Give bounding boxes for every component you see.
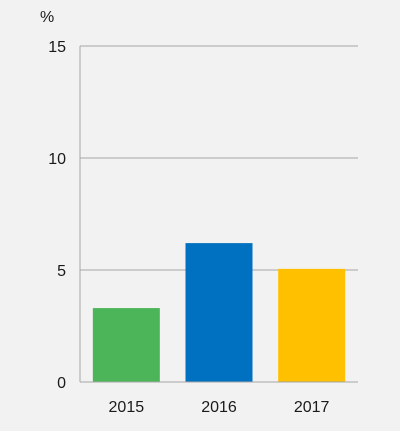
axes (79, 46, 358, 383)
y-axis-tick-labels: 0 5 10 15 (48, 39, 66, 392)
x-axis-tick-labels: 2015 2016 2017 (109, 399, 330, 416)
y-tick-label-10: 10 (48, 151, 66, 168)
bar-2016 (185, 243, 253, 382)
x-tick-label-2016: 2016 (201, 399, 237, 416)
y-tick-label-15: 15 (48, 39, 66, 56)
y-tick-label-5: 5 (57, 263, 66, 280)
bar-2017 (278, 268, 346, 382)
bars (92, 243, 346, 382)
bar-2015 (92, 308, 160, 382)
x-tick-label-2017: 2017 (294, 399, 330, 416)
x-tick-label-2015: 2015 (109, 399, 145, 416)
y-axis-unit-label: % (40, 9, 54, 26)
y-tick-label-0: 0 (57, 375, 66, 392)
gridlines (80, 45, 358, 271)
